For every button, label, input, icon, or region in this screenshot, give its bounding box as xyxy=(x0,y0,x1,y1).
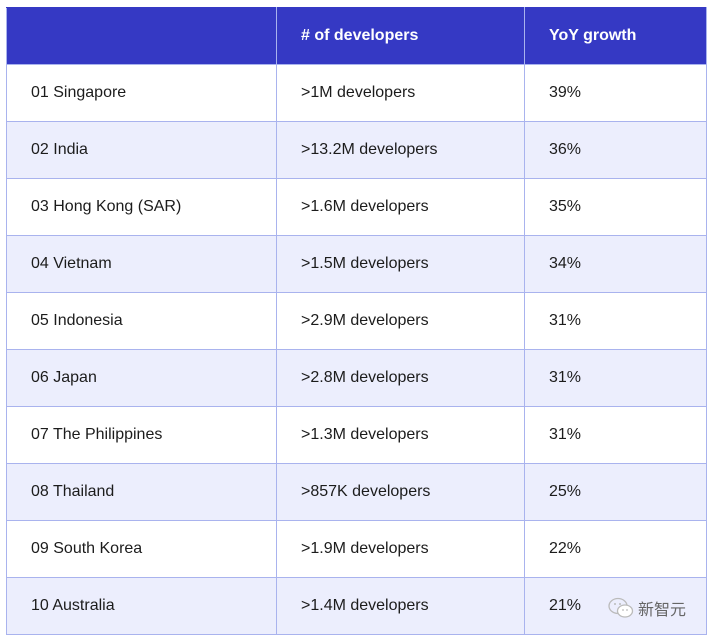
country-cell: 02 India xyxy=(6,121,277,179)
country-cell: 01 Singapore xyxy=(6,64,277,122)
developers-cell: >1.9M developers xyxy=(276,520,525,578)
developers-cell: >1.6M developers xyxy=(276,178,525,236)
table-row: 07 The Philippines >1.3M developers 31% xyxy=(6,406,707,464)
header-growth: YoY growth xyxy=(524,7,707,65)
developers-cell: >1.5M developers xyxy=(276,235,525,293)
developers-cell: >2.8M developers xyxy=(276,349,525,407)
growth-cell: 31% xyxy=(524,349,707,407)
country-cell: 06 Japan xyxy=(6,349,277,407)
growth-cell: 35% xyxy=(524,178,707,236)
country-cell: 07 The Philippines xyxy=(6,406,277,464)
growth-cell: 22% xyxy=(524,520,707,578)
watermark: 新智元 xyxy=(608,596,686,620)
developers-cell: >13.2M developers xyxy=(276,121,525,179)
header-row: # of developers YoY growth xyxy=(6,7,707,65)
country-cell: 09 South Korea xyxy=(6,520,277,578)
developers-cell: >857K developers xyxy=(276,463,525,521)
table-row: 05 Indonesia >2.9M developers 31% xyxy=(6,292,707,350)
wechat-icon xyxy=(608,597,634,618)
developer-growth-table: # of developers YoY growth 01 Singapore >… xyxy=(6,7,707,635)
country-cell: 04 Vietnam xyxy=(6,235,277,293)
developers-cell: >1.3M developers xyxy=(276,406,525,464)
growth-cell: 25% xyxy=(524,463,707,521)
table-row: 02 India >13.2M developers 36% xyxy=(6,121,707,179)
country-cell: 03 Hong Kong (SAR) xyxy=(6,178,277,236)
growth-cell: 36% xyxy=(524,121,707,179)
country-cell: 08 Thailand xyxy=(6,463,277,521)
growth-cell: 34% xyxy=(524,235,707,293)
table-row: 10 Australia >1.4M developers 21% xyxy=(6,577,707,635)
header-developers: # of developers xyxy=(276,7,525,65)
table-row: 03 Hong Kong (SAR) >1.6M developers 35% xyxy=(6,178,707,236)
country-cell: 05 Indonesia xyxy=(6,292,277,350)
table-row: 09 South Korea >1.9M developers 22% xyxy=(6,520,707,578)
growth-cell: 21% xyxy=(524,577,707,635)
watermark-text: 新智元 xyxy=(638,602,687,619)
developers-cell: >1M developers xyxy=(276,64,525,122)
table-row: 06 Japan >2.8M developers 31% xyxy=(6,349,707,407)
table-row: 08 Thailand >857K developers 25% xyxy=(6,463,707,521)
growth-cell: 31% xyxy=(524,406,707,464)
growth-cell: 31% xyxy=(524,292,707,350)
developers-cell: >2.9M developers xyxy=(276,292,525,350)
developers-cell: >1.4M developers xyxy=(276,577,525,635)
table-row: 04 Vietnam >1.5M developers 34% xyxy=(6,235,707,293)
country-cell: 10 Australia xyxy=(6,577,277,635)
growth-cell: 39% xyxy=(524,64,707,122)
header-country xyxy=(6,7,277,65)
table-row: 01 Singapore >1M developers 39% xyxy=(6,64,707,122)
